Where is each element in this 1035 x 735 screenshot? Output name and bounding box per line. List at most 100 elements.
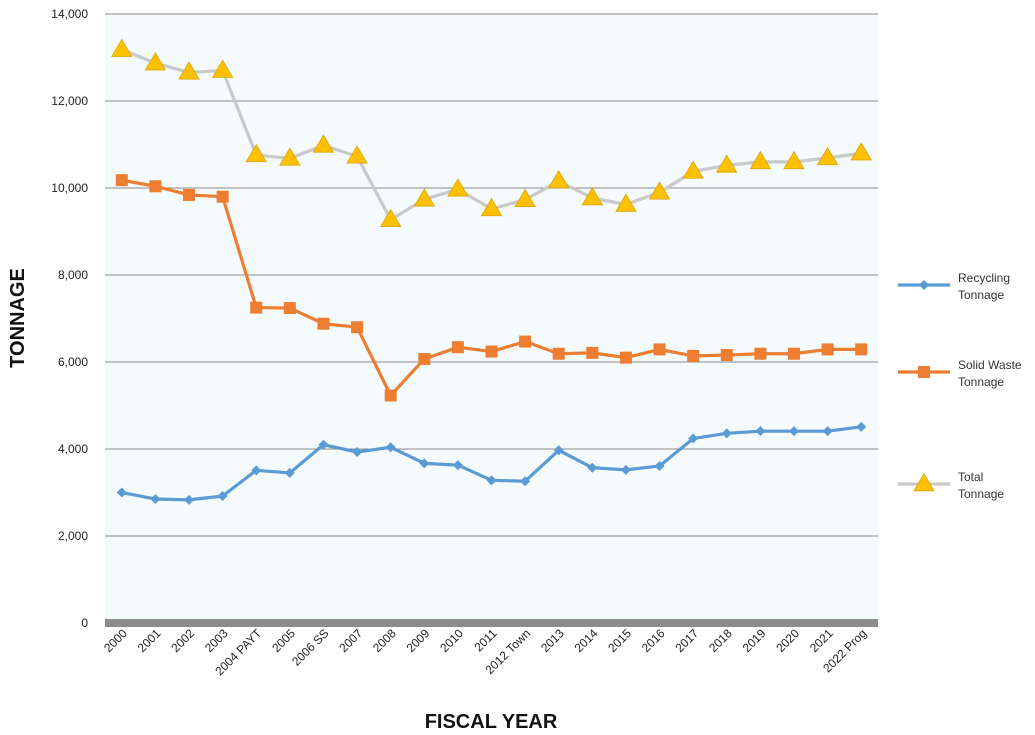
y-tick-label: 4,000: [58, 442, 88, 456]
series-solid-waste-tonnage: [115, 174, 868, 402]
x-tick-label: 2015: [605, 626, 634, 655]
data-point: [184, 494, 195, 505]
data-point: [178, 61, 200, 80]
x-tick-label: 2006 SS: [289, 626, 331, 668]
y-tick-label: 0: [81, 616, 88, 630]
data-point: [654, 460, 665, 471]
x-tick-label: 2019: [740, 626, 769, 655]
series-layer: [111, 38, 872, 505]
data-point: [648, 181, 671, 200]
data-point: [581, 187, 604, 206]
data-point: [418, 352, 431, 365]
data-point: [850, 142, 872, 161]
data-point: [855, 343, 868, 356]
x-tick-label: 2018: [706, 626, 735, 655]
data-point: [486, 475, 497, 486]
x-tick-label: 2014: [572, 626, 601, 655]
data-point: [749, 150, 772, 170]
data-point: [788, 426, 799, 437]
y-axis-ticks: 0 2,000 4,000 6,000 8,000 10,000 12,000 14,000: [51, 7, 88, 630]
data-point: [552, 347, 565, 360]
data-point: [385, 442, 396, 453]
x-tick-label: 2000: [101, 626, 130, 655]
legend: Recycling Tonnage Solid Waste Tonnage Total T…: [898, 271, 1022, 501]
data-point: [514, 188, 536, 207]
data-point: [856, 421, 867, 432]
x-tick-label: 2009: [404, 626, 433, 655]
data-point: [384, 389, 397, 402]
legend-label: Recycling Tonnage: [958, 271, 1010, 302]
data-point: [413, 188, 435, 207]
data-point: [419, 458, 430, 469]
data-point: [351, 321, 364, 334]
x-tick-label: 2021: [807, 626, 836, 655]
x-tick-label: 2017: [672, 626, 701, 655]
data-point: [918, 366, 930, 378]
data-point: [150, 494, 161, 505]
data-point: [318, 439, 329, 450]
data-point: [520, 476, 531, 487]
data-point: [783, 150, 805, 170]
legend-item: Recycling Tonnage: [898, 271, 1010, 302]
y-tick-label: 8,000: [58, 268, 88, 282]
data-point: [688, 433, 699, 444]
data-point: [346, 145, 368, 164]
data-point: [615, 193, 637, 212]
data-point: [284, 467, 295, 478]
y-axis-title: TONNAGE: [7, 268, 29, 368]
x-tick-label: 2001: [135, 626, 164, 655]
data-point: [653, 343, 666, 356]
data-point: [480, 197, 503, 217]
data-point: [519, 335, 532, 348]
data-point: [913, 473, 935, 492]
x-tick-label: 2010: [437, 626, 466, 655]
data-point: [720, 349, 733, 362]
data-point: [451, 341, 464, 354]
data-point: [822, 426, 833, 437]
data-point: [116, 487, 127, 498]
x-tick-label: 2013: [538, 626, 567, 655]
data-point: [619, 351, 632, 364]
y-tick-label: 12,000: [51, 94, 88, 108]
data-point: [283, 302, 296, 315]
data-point: [111, 38, 133, 57]
data-point: [452, 460, 463, 471]
data-point: [721, 428, 732, 439]
data-point: [183, 188, 196, 201]
x-tick-label: 2008: [370, 626, 399, 655]
x-tick-label: 2016: [639, 626, 668, 655]
x-tick-label: 2005: [269, 626, 298, 655]
data-point: [754, 347, 767, 360]
legend-item: Solid Waste Tonnage: [898, 358, 1022, 389]
data-point: [115, 174, 128, 187]
data-point: [620, 464, 631, 475]
y-tick-label: 2,000: [58, 529, 88, 543]
data-point: [485, 345, 498, 358]
data-point: [755, 426, 766, 437]
x-tick-label: 2020: [773, 626, 802, 655]
data-point: [687, 349, 700, 362]
data-point: [682, 160, 704, 179]
series-recycling-tonnage: [116, 421, 867, 505]
data-point: [352, 447, 363, 458]
x-tick-label: 2007: [336, 626, 365, 655]
data-point: [548, 170, 570, 189]
data-point: [216, 190, 229, 203]
data-point: [211, 59, 234, 78]
y-tick-label: 6,000: [58, 355, 88, 369]
data-point: [587, 462, 598, 473]
data-point: [251, 465, 262, 476]
data-point: [245, 143, 267, 163]
data-point: [312, 134, 335, 153]
data-point: [787, 347, 800, 360]
data-point: [317, 317, 330, 330]
x-axis-title: FISCAL YEAR: [425, 711, 558, 733]
data-point: [250, 301, 263, 314]
x-tick-label: 2011: [471, 626, 499, 654]
legend-label: Total Tonnage: [958, 470, 1004, 501]
data-point: [279, 147, 301, 166]
data-point: [149, 180, 162, 193]
data-point: [816, 146, 839, 166]
